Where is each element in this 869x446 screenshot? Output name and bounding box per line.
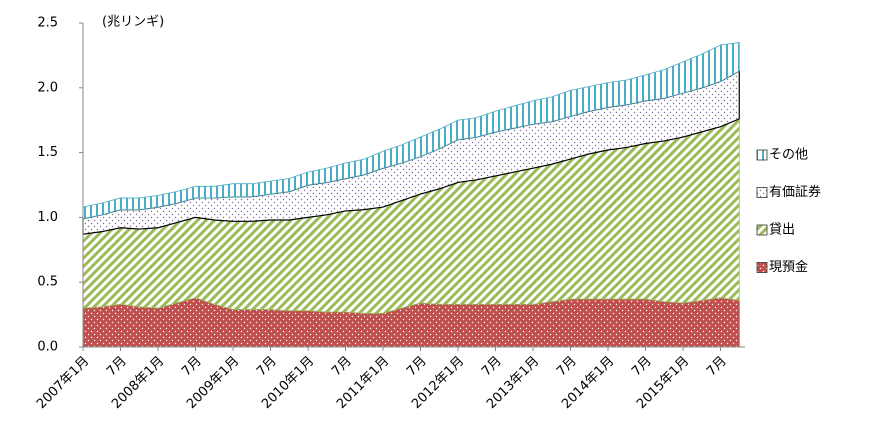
legend-swatch: [756, 224, 768, 236]
unit-label: (兆リンギ): [102, 15, 164, 30]
legend-label: 有価証券: [769, 184, 821, 200]
y-tick-label: 1.5: [37, 145, 58, 160]
x-tick-label: 2007年1月: [34, 354, 92, 412]
y-tick-label: 2.5: [37, 16, 58, 31]
y-tick-label: 2.0: [37, 80, 58, 95]
x-tick-label: 7月: [479, 354, 505, 380]
y-tick-label: 0.0: [37, 340, 58, 355]
x-tick-label: 7月: [179, 354, 205, 380]
x-tick-label: 7月: [329, 354, 355, 380]
x-tick-label: 7月: [629, 354, 655, 380]
x-tick-label: 7月: [704, 354, 730, 380]
y-tick-label: 1.0: [37, 210, 58, 225]
x-tick-label: 7月: [554, 354, 580, 380]
legend-swatch: [756, 262, 768, 273]
x-tick-label: 7月: [404, 354, 430, 380]
y-tick-label: 0.5: [37, 275, 58, 290]
legend-label: 貸出: [769, 222, 795, 238]
legend-label: その他: [769, 148, 808, 163]
legend-label: 現預金: [769, 259, 808, 275]
legend-swatch: [756, 149, 768, 161]
x-tick-label: 7月: [254, 354, 280, 380]
x-tick-label: 7月: [104, 354, 130, 380]
legend-swatch: [756, 187, 768, 198]
area: [82, 41, 740, 220]
